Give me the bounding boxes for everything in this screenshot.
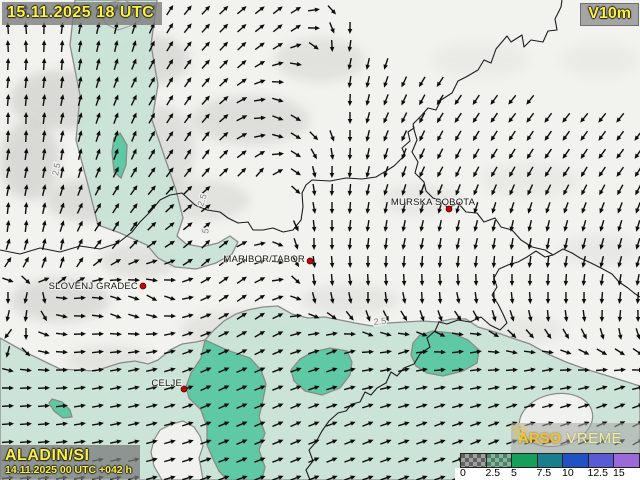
wind-speed-legend-bar [460, 453, 640, 468]
border-austria-slovenia [0, 123, 415, 255]
region-calm-notch [150, 420, 204, 480]
legend-segment-12.5 [588, 454, 615, 467]
city-markers: MURSKA SOBOTA MARIBOR/TABOR SLOVENJ GRADEC… [48, 196, 476, 393]
region-5-blob [185, 339, 267, 480]
border-hungary-croatia [552, 248, 640, 298]
border-slovenia-hungary [411, 125, 554, 256]
legend-segment-15 [614, 454, 640, 467]
legend-tick: 7.5 [536, 467, 552, 479]
variable-label: V10m [580, 3, 639, 26]
brand-org-label: ARSO [518, 429, 562, 447]
city-dot [445, 205, 453, 213]
legend-tick: 5 [511, 467, 517, 479]
wind-speed-legend-ticks: 0 2.5 5 7.5 10 12.5 15 [455, 467, 640, 480]
legend-tick: 12.5 [587, 467, 608, 479]
brand-product-label: VREME [566, 429, 623, 447]
region-5-blob [48, 398, 73, 419]
contour-label: 2.5 [373, 316, 386, 327]
model-name-label: ALADIN/SI [5, 447, 90, 464]
city-label: CELJE [151, 378, 182, 389]
model-info-box: ALADIN/SI 14.11.2025 00 UTC +042 h [0, 445, 140, 479]
city-marker: MARIBOR/TABOR [222, 253, 314, 266]
city-label: MURSKA SOBOTA [391, 197, 476, 208]
legend-segment-5 [512, 454, 538, 467]
legend-tick: 15 [613, 467, 625, 479]
model-run-label: 14.11.2025 00 UTC +042 h [5, 464, 132, 476]
city-dot [306, 257, 314, 265]
contour-label: 5 [200, 228, 211, 235]
legend-segment-10 [563, 454, 589, 467]
legend-tick: 2.5 [485, 467, 501, 479]
city-dot [139, 282, 147, 290]
legend-segment-7.5 [537, 454, 564, 467]
contour-label: 2.5 [50, 162, 62, 176]
city-dot [180, 385, 188, 393]
legend-tick: 0 [460, 467, 466, 479]
city-label: MARIBOR/TABOR [223, 254, 305, 265]
arso-vreme-logo: ARSO VREME [511, 423, 640, 453]
region-5-blob [290, 347, 353, 396]
valid-datetime-label: 15.11.2025 18 UTC [2, 2, 163, 25]
legend-segment-0 [461, 454, 487, 467]
sun-icon [511, 423, 528, 440]
city-marker: CELJE [150, 377, 188, 393]
city-marker: MURSKA SOBOTA [390, 196, 476, 213]
city-label: SLOVENJ GRADEC [49, 281, 138, 292]
legend-segment-2.5 [486, 454, 513, 467]
legend-tick: 10 [562, 467, 574, 479]
region-5-blob [111, 132, 128, 180]
city-marker: SLOVENJ GRADEC [48, 280, 147, 293]
